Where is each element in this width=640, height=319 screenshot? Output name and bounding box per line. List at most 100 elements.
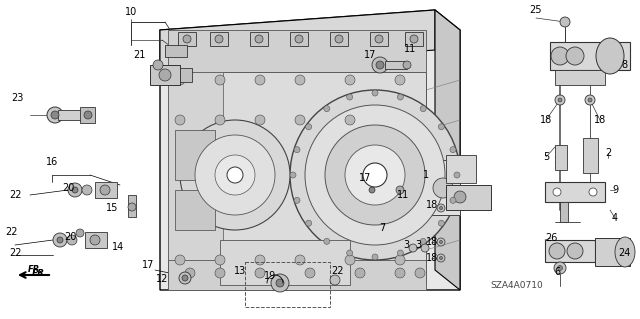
- Circle shape: [215, 75, 225, 85]
- Circle shape: [305, 268, 315, 278]
- Bar: [370, 32, 388, 46]
- Text: 26: 26: [545, 233, 557, 243]
- Circle shape: [57, 237, 63, 243]
- Bar: [560, 202, 568, 222]
- Text: 20: 20: [62, 183, 74, 193]
- Circle shape: [175, 115, 185, 125]
- Text: 11: 11: [397, 190, 409, 200]
- Circle shape: [215, 35, 223, 43]
- Bar: [385, 61, 407, 69]
- Circle shape: [100, 185, 110, 195]
- Circle shape: [364, 182, 380, 198]
- Text: 23: 23: [11, 93, 23, 103]
- Text: 18: 18: [426, 200, 438, 210]
- Circle shape: [420, 238, 426, 244]
- Polygon shape: [160, 10, 435, 70]
- Circle shape: [90, 235, 100, 245]
- Text: 3: 3: [415, 240, 421, 250]
- Bar: [245, 262, 330, 307]
- Text: 18: 18: [426, 237, 438, 247]
- Circle shape: [51, 111, 59, 119]
- Bar: [95, 182, 117, 198]
- Text: 18: 18: [540, 115, 552, 125]
- Bar: [175, 130, 215, 180]
- Bar: [178, 32, 196, 46]
- Text: 6: 6: [554, 267, 560, 277]
- Bar: [168, 72, 223, 282]
- Circle shape: [588, 98, 592, 102]
- Bar: [550, 42, 630, 70]
- Circle shape: [454, 172, 460, 178]
- Circle shape: [560, 17, 570, 27]
- Circle shape: [215, 155, 255, 195]
- Circle shape: [397, 250, 403, 256]
- Circle shape: [555, 95, 565, 105]
- Circle shape: [450, 197, 456, 203]
- Text: 10: 10: [125, 7, 137, 17]
- Text: 22: 22: [6, 227, 19, 237]
- Bar: [446, 185, 491, 210]
- Circle shape: [255, 115, 265, 125]
- Text: 20: 20: [64, 232, 76, 242]
- Circle shape: [290, 172, 296, 178]
- Text: 17: 17: [359, 173, 371, 183]
- Circle shape: [53, 233, 67, 247]
- Circle shape: [325, 125, 425, 225]
- Bar: [330, 32, 348, 46]
- Circle shape: [175, 75, 185, 85]
- Circle shape: [294, 197, 300, 203]
- Circle shape: [347, 250, 353, 256]
- Circle shape: [67, 235, 77, 245]
- Circle shape: [47, 107, 63, 123]
- Text: 15: 15: [106, 203, 118, 213]
- Circle shape: [440, 206, 442, 210]
- Circle shape: [403, 61, 411, 69]
- Circle shape: [324, 106, 330, 112]
- Circle shape: [255, 75, 265, 85]
- Bar: [426, 160, 460, 215]
- Bar: [250, 32, 268, 46]
- Text: 17: 17: [142, 260, 154, 270]
- Circle shape: [295, 115, 305, 125]
- Circle shape: [153, 60, 163, 70]
- Ellipse shape: [596, 38, 624, 74]
- Circle shape: [415, 268, 425, 278]
- Circle shape: [372, 90, 378, 96]
- Circle shape: [450, 147, 456, 153]
- Text: 4: 4: [612, 213, 618, 223]
- Bar: [80, 107, 95, 123]
- Circle shape: [324, 238, 330, 244]
- Text: 13: 13: [234, 266, 246, 276]
- Circle shape: [433, 178, 453, 198]
- Bar: [168, 30, 426, 72]
- Circle shape: [396, 186, 404, 194]
- Circle shape: [395, 268, 405, 278]
- Circle shape: [567, 243, 583, 259]
- Text: 17: 17: [364, 50, 376, 60]
- Bar: [150, 65, 180, 85]
- Circle shape: [347, 94, 353, 100]
- Bar: [58, 110, 83, 120]
- Circle shape: [306, 220, 312, 226]
- Circle shape: [227, 167, 243, 183]
- Circle shape: [409, 244, 417, 252]
- Bar: [595, 238, 630, 266]
- Circle shape: [395, 255, 405, 265]
- Bar: [180, 68, 192, 82]
- Circle shape: [345, 145, 405, 205]
- Circle shape: [276, 279, 284, 287]
- Circle shape: [215, 115, 225, 125]
- Text: 12: 12: [156, 274, 168, 284]
- Circle shape: [375, 35, 383, 43]
- Circle shape: [589, 188, 597, 196]
- Text: 9: 9: [612, 185, 618, 195]
- Circle shape: [185, 268, 195, 278]
- Circle shape: [128, 203, 136, 211]
- Circle shape: [175, 255, 185, 265]
- Circle shape: [345, 75, 355, 85]
- Bar: [165, 45, 187, 57]
- Text: 22: 22: [9, 190, 21, 200]
- Text: FR.: FR.: [28, 265, 44, 274]
- Bar: [405, 32, 423, 46]
- Circle shape: [372, 254, 378, 260]
